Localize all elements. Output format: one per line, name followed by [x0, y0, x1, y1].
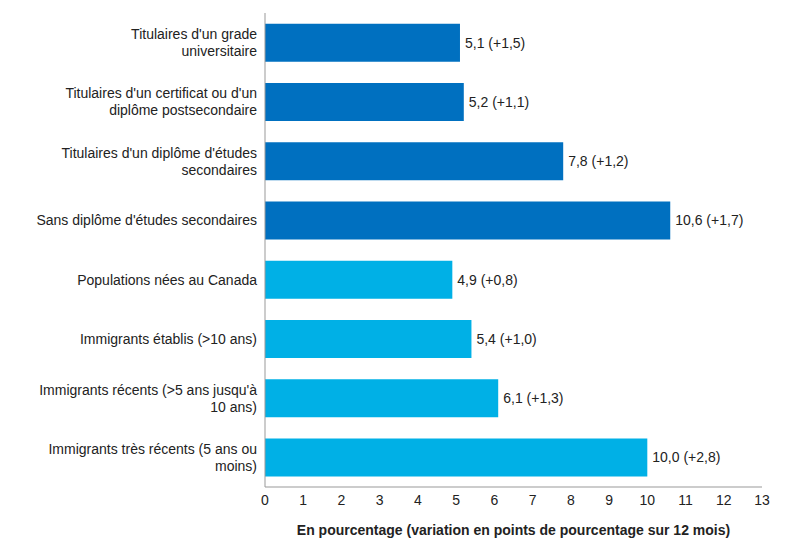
svg-text:1: 1 — [299, 492, 307, 508]
svg-text:10,0 (+2,8): 10,0 (+2,8) — [652, 449, 720, 465]
svg-text:13: 13 — [754, 492, 770, 508]
svg-text:3: 3 — [376, 492, 384, 508]
svg-text:11: 11 — [678, 492, 693, 508]
svg-text:Immigrants récents (>5 ans jus: Immigrants récents (>5 ans jusqu'à10 ans… — [39, 382, 257, 415]
svg-text:Immigrants établis (>10 ans): Immigrants établis (>10 ans) — [80, 331, 257, 347]
svg-text:6,1 (+1,3): 6,1 (+1,3) — [503, 390, 563, 406]
svg-text:4,9 (+0,8): 4,9 (+0,8) — [457, 272, 517, 288]
svg-text:5,2 (+1,1): 5,2 (+1,1) — [469, 94, 529, 110]
svg-text:Titulaires d'un gradeuniversit: Titulaires d'un gradeuniversitaire — [131, 26, 257, 59]
svg-text:7,8 (+1,2): 7,8 (+1,2) — [568, 153, 628, 169]
svg-text:Titulaires d'un certificat ou: Titulaires d'un certificat ou d'undiplôm… — [65, 85, 257, 118]
svg-text:Titulaires d'un diplôme d'étud: Titulaires d'un diplôme d'étudessecondai… — [62, 145, 258, 178]
svg-text:9: 9 — [605, 492, 613, 508]
svg-text:Immigrants très récents (5 ans: Immigrants très récents (5 ans oumoins) — [48, 441, 257, 474]
svg-text:10,6 (+1,7): 10,6 (+1,7) — [675, 212, 743, 228]
svg-text:0: 0 — [261, 492, 269, 508]
svg-text:8: 8 — [567, 492, 575, 508]
svg-text:6: 6 — [490, 492, 498, 508]
svg-text:5,1 (+1,5): 5,1 (+1,5) — [465, 35, 525, 51]
svg-text:2: 2 — [338, 492, 346, 508]
svg-text:Populations nées au Canada: Populations nées au Canada — [77, 272, 257, 288]
svg-text:Sans diplôme d'études secondai: Sans diplôme d'études secondaires — [36, 212, 257, 228]
svg-text:10: 10 — [640, 492, 656, 508]
svg-text:5: 5 — [452, 492, 460, 508]
svg-text:5,4 (+1,0): 5,4 (+1,0) — [476, 331, 536, 347]
svg-text:12: 12 — [716, 492, 732, 508]
svg-text:4: 4 — [414, 492, 422, 508]
svg-text:En pourcentage (variation en p: En pourcentage (variation en points de p… — [297, 522, 730, 538]
svg-text:7: 7 — [529, 492, 537, 508]
